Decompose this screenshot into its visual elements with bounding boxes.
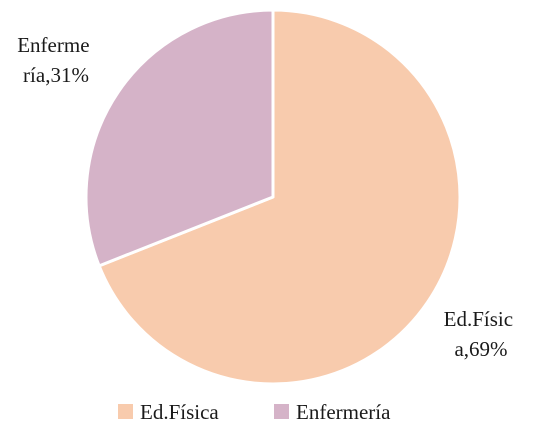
legend-label-enfermeria: Enfermería xyxy=(296,400,391,424)
legend-swatch-edfisica xyxy=(118,404,133,419)
data-label-enfermeria-line1: Enferme xyxy=(17,33,89,57)
data-label-enfermeria: Enferme ría,31% xyxy=(17,33,95,87)
pie-slice-enfermeria xyxy=(84,8,275,268)
pie-slice-edfisica xyxy=(97,8,462,386)
legend: Ed.Física Enfermería xyxy=(118,400,391,424)
legend-swatch-enfermeria xyxy=(274,404,289,419)
pie-slices xyxy=(84,8,462,386)
data-label-edfisica: Ed.Físic a,69% xyxy=(444,307,519,361)
data-label-edfisica-line1: Ed.Físic xyxy=(444,307,513,331)
data-label-enfermeria-line2: ría,31% xyxy=(23,63,89,87)
data-label-edfisica-line2: a,69% xyxy=(454,337,507,361)
legend-label-edfisica: Ed.Física xyxy=(140,400,219,424)
